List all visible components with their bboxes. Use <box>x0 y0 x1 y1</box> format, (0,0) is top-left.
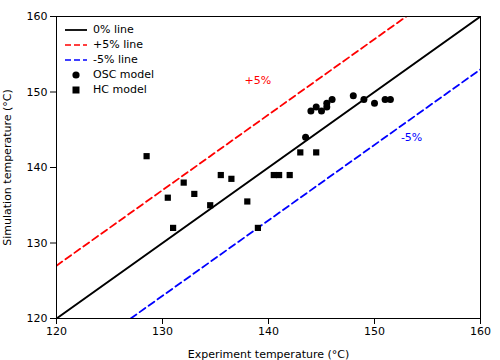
html-text:-5% line: -5% line <box>93 53 138 66</box>
svg-text:140: 140 <box>258 325 279 338</box>
svg-text:+5%: +5% <box>245 74 272 87</box>
html-text:HC model: HC model <box>93 83 147 96</box>
svg-text:Experiment temperature (°C): Experiment temperature (°C) <box>188 348 349 360</box>
svg-text:120: 120 <box>46 325 67 338</box>
svg-text:150: 150 <box>27 86 48 99</box>
svg-text:160: 160 <box>470 325 491 338</box>
svg-text:Simulation temperature (°C): Simulation temperature (°C) <box>1 89 14 246</box>
svg-text:130: 130 <box>27 237 48 250</box>
svg-text:140: 140 <box>27 161 48 174</box>
html-text:0% line: 0% line <box>93 23 134 36</box>
svg-text:-5%: -5% <box>401 131 422 144</box>
html-text:OSC model: OSC model <box>93 68 155 81</box>
html-text:+5% line: +5% line <box>93 38 143 51</box>
svg-text:150: 150 <box>364 325 385 338</box>
svg-text:130: 130 <box>152 325 173 338</box>
svg-text:160: 160 <box>27 10 48 23</box>
svg-text:120: 120 <box>27 312 48 325</box>
